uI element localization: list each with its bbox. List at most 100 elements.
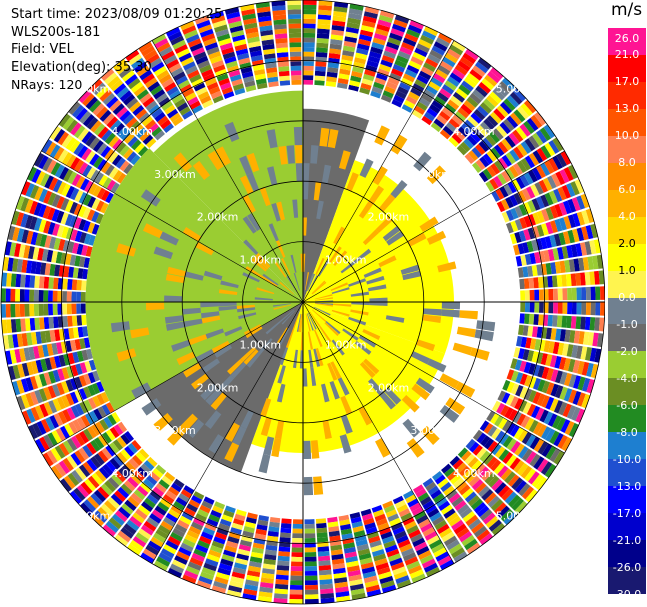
- velocity-gate: [230, 362, 247, 379]
- noise-gate: [55, 210, 65, 224]
- noise-gate: [562, 231, 571, 245]
- velocity-gate: [290, 254, 297, 273]
- noise-gate: [410, 533, 424, 543]
- noise-gate: [100, 189, 110, 202]
- noise-gate: [483, 453, 494, 466]
- noise-gate: [510, 358, 518, 370]
- noise-gate: [225, 540, 239, 549]
- noise-gate: [102, 463, 114, 476]
- noise-gate: [133, 470, 145, 482]
- colorbar-label: 26.0: [614, 32, 640, 45]
- noise-gate: [544, 463, 557, 478]
- noise-gate: [201, 567, 216, 576]
- noise-gate: [545, 221, 554, 235]
- noise-gate: [228, 20, 243, 29]
- noise-gate: [43, 401, 53, 416]
- velocity-gate: [164, 295, 183, 302]
- noise-gate: [262, 43, 275, 51]
- noise-gate: [17, 363, 25, 378]
- noise-gate: [303, 18, 316, 24]
- noise-gate: [541, 426, 552, 440]
- noise-gate: [115, 62, 130, 75]
- noise-gate: [172, 39, 187, 50]
- noise-gate: [455, 88, 468, 100]
- noise-gate: [318, 569, 332, 576]
- velocity-gate: [227, 358, 244, 375]
- noise-gate: [561, 315, 568, 328]
- noise-gate: [138, 41, 153, 53]
- noise-gate: [340, 528, 353, 536]
- noise-gate: [34, 186, 44, 201]
- noise-gate: [510, 440, 521, 454]
- velocity-gate: [220, 280, 239, 289]
- noise-gate: [552, 415, 562, 429]
- noise-gate: [536, 393, 546, 406]
- noise-gate: [453, 523, 467, 535]
- noise-gate: [52, 290, 58, 302]
- noise-gate: [82, 164, 93, 177]
- noise-gate: [581, 210, 590, 225]
- noise-gate: [567, 302, 573, 315]
- noise-gate: [165, 490, 177, 501]
- noise-gate: [492, 88, 506, 101]
- noise-gate: [29, 289, 35, 302]
- noise-gate: [337, 77, 349, 85]
- noise-gate: [507, 181, 517, 194]
- noise-gate: [208, 549, 222, 558]
- noise-gate: [359, 87, 371, 95]
- noise-gate: [523, 361, 532, 374]
- noise-gate: [567, 164, 579, 180]
- noise-gate: [266, 71, 278, 78]
- noise-gate: [352, 525, 365, 533]
- noise-gate: [62, 440, 74, 454]
- velocity-gate: [204, 410, 222, 430]
- noise-gate: [581, 287, 587, 301]
- noise-gate: [389, 72, 402, 82]
- noise-gate: [176, 551, 190, 561]
- noise-gate: [164, 82, 177, 93]
- noise-gate: [163, 54, 177, 65]
- noise-gate: [479, 508, 493, 521]
- range-ring-label: 1.00km: [325, 253, 367, 266]
- noise-gate: [2, 256, 10, 271]
- noise-gate: [304, 528, 316, 534]
- noise-gate: [29, 216, 38, 230]
- noise-gate: [402, 516, 415, 526]
- noise-gate: [89, 137, 101, 150]
- noise-gate: [325, 81, 337, 88]
- velocity-gate: [271, 438, 282, 458]
- noise-gate: [541, 443, 553, 458]
- noise-gate: [356, 543, 370, 552]
- noise-gate: [203, 496, 215, 505]
- noise-gate: [82, 268, 89, 280]
- noise-gate: [262, 563, 276, 570]
- noise-gate: [518, 483, 531, 497]
- noise-gate: [218, 562, 233, 572]
- noise-gate: [490, 459, 502, 472]
- noise-gate: [529, 289, 535, 301]
- velocity-gate: [333, 226, 345, 245]
- colorbar-label: 13.0: [614, 102, 640, 116]
- noise-gate: [143, 49, 158, 61]
- noise-gate: [585, 347, 593, 361]
- noise-gate: [548, 158, 559, 172]
- noise-gate: [382, 90, 394, 99]
- noise-gate: [520, 415, 531, 428]
- noise-gate: [114, 510, 128, 523]
- velocity-gate: [153, 246, 174, 260]
- velocity-sector: [153, 90, 303, 302]
- noise-gate: [214, 501, 226, 510]
- noise-gate: [445, 512, 459, 523]
- velocity-gate: [131, 382, 152, 399]
- noise-gate: [55, 251, 63, 264]
- noise-gate: [491, 522, 506, 536]
- noise-gate: [414, 105, 426, 115]
- noise-gate: [580, 242, 588, 256]
- noise-gate: [116, 106, 128, 119]
- noise-gate: [466, 96, 479, 108]
- noise-gate: [72, 267, 79, 279]
- noise-gate: [572, 213, 581, 227]
- noise-gate: [423, 562, 438, 573]
- noise-gate: [536, 224, 545, 237]
- noise-gate: [408, 60, 422, 70]
